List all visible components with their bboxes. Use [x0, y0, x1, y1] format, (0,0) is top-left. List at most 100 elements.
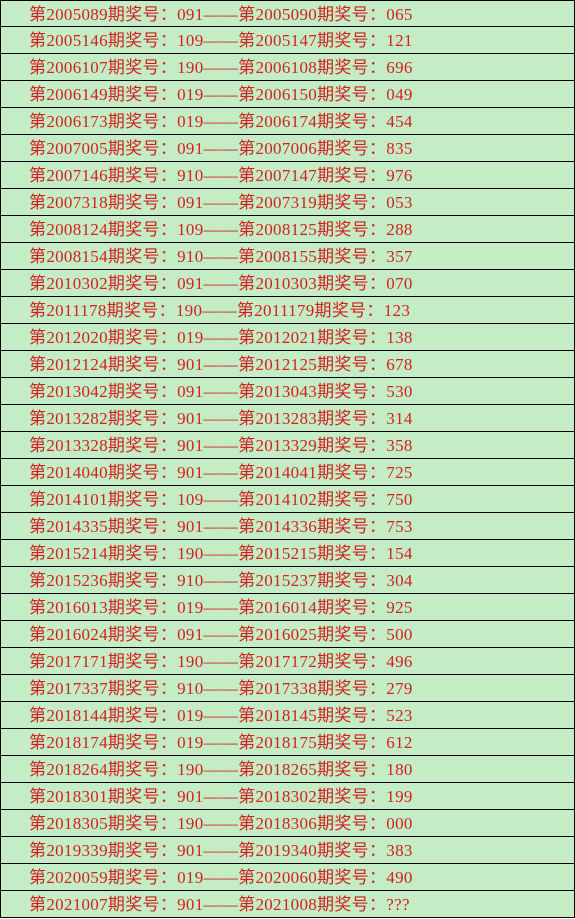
number-2: 976 [386, 162, 412, 188]
period-1: 2017171 [46, 648, 108, 674]
period-1: 2018264 [46, 756, 108, 782]
number-2: 065 [386, 1, 412, 26]
period-2: 2016014 [255, 594, 317, 620]
table-row: 第2014101期奖号：109——第2014102期奖号：750 [0, 486, 575, 513]
number-1: 901 [177, 405, 203, 431]
period-2: 2015215 [255, 540, 317, 566]
period-1-label: 第 [29, 432, 46, 458]
period-1: 2007005 [46, 135, 108, 161]
suffix-2: 期奖号： [317, 54, 386, 80]
suffix-2: 期奖号： [317, 270, 386, 296]
suffix-1: 期奖号： [108, 378, 177, 404]
period-1: 2006107 [46, 54, 108, 80]
separator: —— [204, 459, 239, 485]
suffix-2: 期奖号： [317, 756, 386, 782]
separator: —— [204, 675, 239, 701]
suffix-1: 期奖号： [108, 729, 177, 755]
table-row: 第2014040期奖号：901——第2014041期奖号：725 [0, 459, 575, 486]
table-row: 第2018144期奖号：019——第2018145期奖号：523 [0, 702, 575, 729]
period-2: 2017172 [255, 648, 317, 674]
number-2: 304 [386, 567, 412, 593]
number-1: 019 [177, 324, 203, 350]
period-1: 2006173 [46, 108, 108, 134]
period-1: 2014040 [46, 459, 108, 485]
number-1: 901 [177, 513, 203, 539]
period-1-label: 第 [29, 351, 46, 377]
period-2: 2013043 [255, 378, 317, 404]
period-1-label: 第 [29, 864, 46, 890]
period-1: 2010302 [46, 270, 108, 296]
number-2: 357 [386, 243, 412, 269]
table-row: 第2018174期奖号：019——第2018175期奖号：612 [0, 729, 575, 756]
separator: —— [204, 621, 239, 647]
period-1-label: 第 [29, 1, 46, 26]
number-2: 154 [386, 540, 412, 566]
table-row: 第2008154期奖号：910——第2008155期奖号：357 [0, 243, 575, 270]
number-2: 053 [386, 189, 412, 215]
table-row: 第2015214期奖号：190——第2015215期奖号：154 [0, 540, 575, 567]
period-2: 2008125 [255, 216, 317, 242]
suffix-2: 期奖号： [317, 810, 386, 836]
period-2: 2014102 [255, 486, 317, 512]
period-1: 2011178 [46, 297, 106, 323]
period-2-label: 第 [238, 378, 255, 404]
period-2-label: 第 [238, 891, 255, 917]
table-row: 第2007146期奖号：910——第2007147期奖号：976 [0, 162, 575, 189]
separator: —— [204, 756, 239, 782]
period-2-label: 第 [238, 108, 255, 134]
suffix-1: 期奖号： [108, 837, 177, 863]
table-row: 第2007005期奖号：091——第2007006期奖号：835 [0, 135, 575, 162]
period-1: 2018301 [46, 783, 108, 809]
suffix-2: 期奖号： [317, 432, 386, 458]
suffix-1: 期奖号： [108, 189, 177, 215]
suffix-2: 期奖号： [317, 594, 386, 620]
separator: —— [204, 540, 239, 566]
period-1-label: 第 [29, 702, 46, 728]
table-row: 第2021007期奖号：901——第2021008期奖号：??? [0, 891, 575, 918]
number-2: 835 [386, 135, 412, 161]
period-1-label: 第 [29, 621, 46, 647]
separator: —— [204, 594, 239, 620]
separator: —— [204, 135, 239, 161]
suffix-2: 期奖号： [317, 783, 386, 809]
suffix-1: 期奖号： [108, 891, 177, 917]
period-2-label: 第 [238, 432, 255, 458]
number-1: 109 [177, 27, 203, 53]
number-2: 383 [386, 837, 412, 863]
period-2-label: 第 [238, 675, 255, 701]
period-2-label: 第 [238, 648, 255, 674]
period-2-label: 第 [238, 486, 255, 512]
separator: —— [204, 891, 239, 917]
number-1: 091 [177, 621, 203, 647]
table-row: 第2010302期奖号：091——第2010303期奖号：070 [0, 270, 575, 297]
separator: —— [204, 270, 239, 296]
period-2: 2018306 [255, 810, 317, 836]
suffix-1: 期奖号： [108, 243, 177, 269]
period-2-label: 第 [238, 540, 255, 566]
number-1: 091 [177, 270, 203, 296]
period-2: 2007006 [255, 135, 317, 161]
number-2: 138 [386, 324, 412, 350]
period-1-label: 第 [29, 837, 46, 863]
number-2: 750 [386, 486, 412, 512]
table-row: 第2018305期奖号：190——第2018306期奖号：000 [0, 810, 575, 837]
number-2: 490 [386, 864, 412, 890]
number-1: 190 [177, 756, 203, 782]
table-row: 第2005146期奖号：109——第2005147期奖号：121 [0, 27, 575, 54]
suffix-1: 期奖号： [108, 702, 177, 728]
separator: —— [204, 486, 239, 512]
suffix-2: 期奖号： [317, 405, 386, 431]
suffix-2: 期奖号： [317, 729, 386, 755]
suffix-2: 期奖号： [317, 648, 386, 674]
table-row: 第2012124期奖号：901——第2012125期奖号：678 [0, 351, 575, 378]
suffix-1: 期奖号： [108, 54, 177, 80]
period-2: 2006174 [255, 108, 317, 134]
suffix-2: 期奖号： [317, 621, 386, 647]
period-2-label: 第 [238, 189, 255, 215]
period-1: 2019339 [46, 837, 108, 863]
number-1: 109 [177, 216, 203, 242]
period-1: 2013282 [46, 405, 108, 431]
period-2-label: 第 [238, 243, 255, 269]
number-2: 279 [386, 675, 412, 701]
period-2: 2005090 [255, 1, 317, 26]
